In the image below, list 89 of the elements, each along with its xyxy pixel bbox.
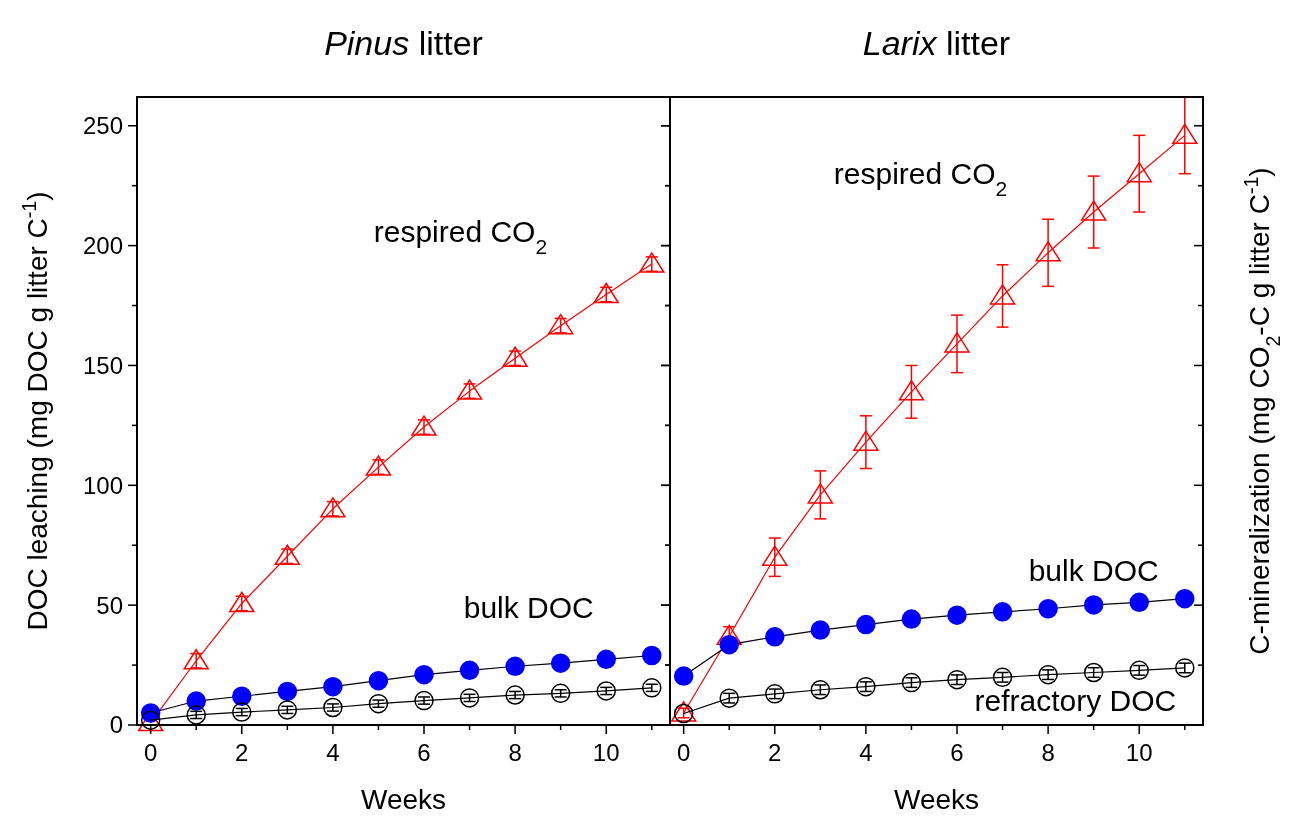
point — [807, 483, 834, 504]
series-label: bulk DOC — [1028, 553, 1159, 587]
point — [232, 702, 252, 722]
point — [411, 415, 437, 436]
x-tick-label: 10 — [1125, 739, 1153, 766]
point — [368, 693, 389, 714]
point — [765, 627, 785, 647]
series-label: respired CO$_{2}$ — [373, 214, 548, 258]
point — [414, 690, 434, 711]
series-label: respired CO$_{2}$ — [833, 157, 1008, 200]
point — [1175, 588, 1195, 609]
point — [277, 700, 298, 720]
point — [1038, 664, 1058, 685]
point — [320, 497, 346, 518]
y-tick-label: 200 — [82, 232, 123, 260]
point — [368, 670, 389, 691]
point — [505, 685, 525, 705]
point — [898, 380, 925, 401]
point — [810, 620, 831, 640]
x-axis-title: Weeks — [360, 784, 447, 815]
point — [716, 624, 742, 646]
point — [947, 669, 967, 690]
point — [901, 609, 922, 629]
point — [547, 313, 574, 335]
x-tick-label: 6 — [417, 739, 431, 766]
point — [1080, 200, 1107, 221]
point — [323, 697, 343, 718]
x-tick-label: 2 — [235, 739, 249, 766]
point — [992, 602, 1013, 622]
legend-label: refractory DOC — [974, 683, 1177, 717]
point — [596, 681, 616, 701]
point — [856, 614, 876, 635]
point — [365, 455, 392, 476]
x-tick-label: 4 — [326, 739, 340, 766]
point — [642, 645, 662, 666]
chart-title: Pinus litter — [324, 24, 483, 62]
point — [232, 686, 252, 706]
point — [277, 681, 298, 702]
legend-label: bulk DOC — [463, 591, 594, 625]
point — [505, 656, 525, 677]
x-tick-label: 0 — [676, 739, 691, 766]
point — [1035, 241, 1061, 262]
point — [642, 678, 662, 698]
point — [456, 379, 483, 400]
point — [323, 676, 343, 697]
point — [459, 688, 480, 708]
point — [186, 705, 206, 725]
point — [853, 430, 879, 451]
x-axis-title: Weeks — [893, 784, 980, 815]
point — [414, 664, 434, 685]
x-tick-label: 2 — [768, 739, 782, 766]
point — [502, 346, 528, 368]
point — [186, 691, 206, 711]
x-tick-label: 8 — [508, 739, 522, 766]
point — [183, 649, 209, 670]
point — [944, 332, 970, 353]
y-tick-label: 50 — [96, 591, 123, 619]
point — [639, 252, 665, 273]
y-tick-label: 250 — [82, 112, 123, 140]
point — [1172, 123, 1198, 145]
point — [992, 667, 1013, 688]
point — [550, 653, 571, 673]
y-tick-label: 100 — [82, 471, 123, 499]
y-tick-label: 150 — [82, 351, 123, 379]
point — [1126, 161, 1152, 183]
point — [459, 660, 480, 681]
point — [673, 666, 694, 686]
point — [947, 605, 967, 625]
chart-title: Larix litter — [862, 24, 1011, 62]
point — [550, 683, 571, 704]
x-tick-label: 10 — [592, 739, 620, 766]
x-tick-label: 6 — [950, 739, 964, 766]
point — [719, 634, 739, 655]
point — [856, 676, 876, 697]
point — [1129, 592, 1149, 613]
point — [1083, 595, 1104, 615]
point — [229, 591, 255, 613]
point — [596, 649, 616, 670]
point — [1038, 599, 1058, 619]
y-tick-label: 0 — [109, 711, 123, 739]
point — [1129, 660, 1149, 681]
x-tick-label: 8 — [1041, 739, 1055, 766]
point — [989, 284, 1016, 305]
point — [762, 545, 788, 566]
point — [593, 282, 619, 304]
point — [274, 544, 301, 565]
point — [901, 672, 922, 693]
x-tick-label: 0 — [143, 739, 158, 766]
x-tick-label: 4 — [859, 739, 873, 766]
